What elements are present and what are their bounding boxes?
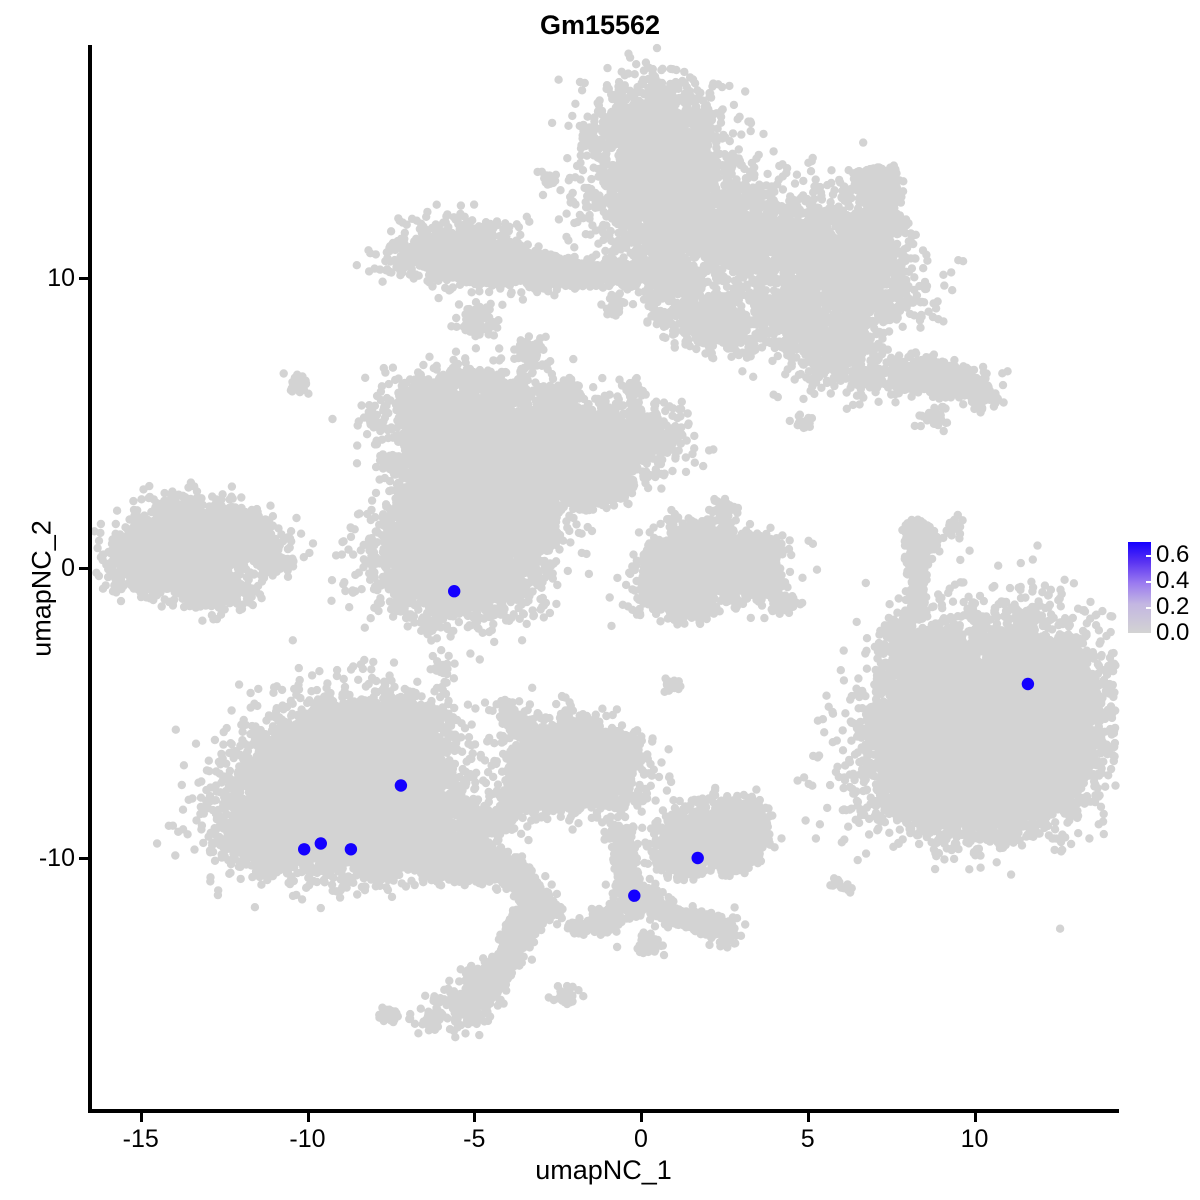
x-tick-label: -10 [289, 1125, 326, 1153]
highlighted-data-point [628, 889, 641, 902]
highlighted-data-point [691, 851, 704, 865]
legend-colorbar [1128, 542, 1151, 633]
highlighted-data-point [448, 585, 461, 598]
x-tick-mark [806, 1113, 810, 1122]
legend-tick-label: 0.6 [1156, 541, 1190, 568]
x-axis-label: umapNC_1 [535, 1155, 672, 1185]
x-tick-mark [973, 1113, 977, 1122]
background-points-path [90, 43, 1120, 1042]
legend-tick-mark [1146, 581, 1151, 583]
highlighted-data-point [1021, 677, 1035, 691]
page-title: Gm15562 [539, 10, 661, 40]
legend-tick-mark [1146, 607, 1151, 609]
y-tick-label: 0 [61, 554, 75, 582]
x-tick-mark [640, 1113, 643, 1122]
x-tick-label: 10 [960, 1125, 989, 1153]
background-point-cloud [90, 43, 1120, 1042]
x-tick-label: 0 [634, 1125, 648, 1153]
highlighted-data-point [344, 843, 358, 856]
x-tick-mark [139, 1113, 143, 1122]
y-axis-line [88, 45, 92, 1113]
y-tick-mark [79, 857, 88, 860]
y-tick-label: -10 [38, 844, 75, 872]
legend-tick-label: 0.4 [1156, 567, 1190, 594]
highlighted-data-point [314, 837, 327, 850]
x-tick-label: -5 [463, 1125, 486, 1153]
legend-tick-mark [1146, 555, 1151, 557]
x-axis-line [88, 1109, 1119, 1113]
y-axis-label: umapNC_2 [26, 520, 57, 657]
y-tick-label: 10 [47, 264, 75, 292]
x-tick-mark [306, 1113, 310, 1122]
y-tick-mark [79, 277, 88, 280]
legend-tick-mark [1146, 633, 1151, 635]
highlighted-data-point [298, 843, 311, 856]
x-tick-label: -15 [122, 1125, 159, 1153]
x-tick-mark [473, 1113, 477, 1122]
legend-tick-label: 0.2 [1156, 593, 1190, 620]
highlighted-data-point [394, 779, 408, 792]
legend: 0.6 0.4 0.2 0.0 [1128, 540, 1198, 645]
y-tick-mark [79, 567, 88, 570]
highlighted-point-cloud [298, 585, 1035, 902]
legend-tick-label: 0.0 [1156, 619, 1190, 646]
x-tick-label: 5 [800, 1125, 815, 1153]
